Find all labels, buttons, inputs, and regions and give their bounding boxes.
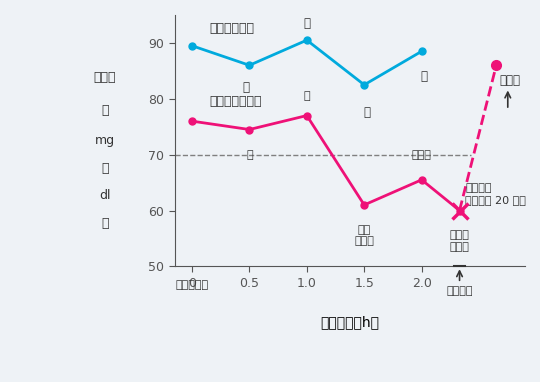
- Text: dl: dl: [99, 189, 111, 202]
- Text: 非常に
きつい: 非常に きつい: [450, 230, 469, 252]
- Text: （運動前）: （運動前）: [176, 280, 208, 290]
- Text: 糖分補給: 糖分補給: [446, 286, 473, 296]
- Text: きつい: きつい: [411, 150, 431, 160]
- Text: 血糖値: 血糖値: [93, 71, 116, 84]
- Text: 楽: 楽: [421, 70, 428, 83]
- Text: 朝食を食べない: 朝食を食べない: [209, 95, 262, 108]
- Text: 正常値: 正常値: [500, 74, 521, 87]
- X-axis label: 運動時間（h）: 運動時間（h）: [320, 315, 380, 329]
- Text: （: （: [101, 104, 109, 117]
- Text: 楽: 楽: [242, 81, 249, 94]
- Text: 楽: 楽: [303, 17, 310, 30]
- Text: 楽: 楽: [303, 91, 310, 101]
- Text: やや
きつい: やや きつい: [354, 225, 374, 246]
- Text: ／: ／: [101, 162, 109, 175]
- Text: 楽: 楽: [246, 150, 253, 160]
- Text: mg: mg: [94, 134, 115, 147]
- Text: 続行不能
（２時間 20 分）: 続行不能 （２時間 20 分）: [465, 183, 526, 205]
- Text: 朝食を食べる: 朝食を食べる: [209, 23, 254, 36]
- Text: ）: ）: [101, 217, 109, 230]
- Text: 楽: 楽: [363, 106, 370, 119]
